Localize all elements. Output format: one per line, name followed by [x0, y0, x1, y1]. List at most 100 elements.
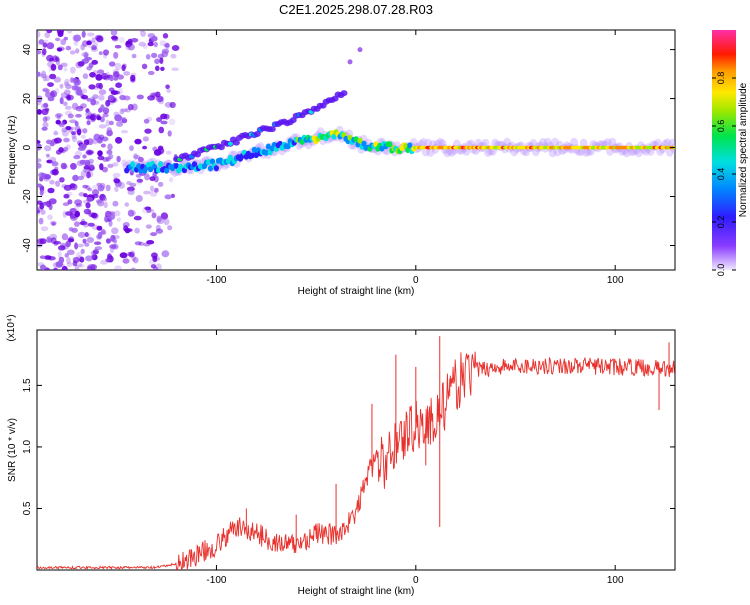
- noise-dot: [102, 197, 107, 202]
- noise-dot: [62, 210, 67, 218]
- noise-dot: [96, 35, 104, 43]
- noise-dot: [86, 120, 91, 126]
- noise-dot: [163, 218, 170, 226]
- noise-dot: [136, 94, 144, 100]
- noise-dot: [106, 163, 115, 169]
- noise-dot: [157, 53, 164, 59]
- noise-dot: [127, 189, 135, 195]
- noise-dot: [66, 192, 73, 196]
- noise-dot: [90, 98, 97, 106]
- noise-dot: [98, 94, 105, 101]
- noise-dot: [129, 145, 134, 152]
- noise-dot: [151, 212, 157, 219]
- noise-dot: [92, 137, 98, 145]
- noise-dot: [40, 70, 47, 78]
- spectrogram-ylabel: Frequency (Hz): [7, 116, 18, 185]
- noise-dot: [56, 30, 64, 34]
- noise-dot: [87, 187, 93, 192]
- main-trace-dot: [205, 159, 212, 165]
- noise-dot: [155, 224, 161, 231]
- noise-dot: [66, 262, 73, 267]
- noise-dot: [125, 44, 132, 51]
- noise-dot: [45, 91, 51, 98]
- noise-dot: [82, 73, 89, 80]
- main-trace-dot: [285, 143, 291, 150]
- noise-dot: [110, 30, 118, 36]
- noise-dot: [53, 131, 59, 136]
- noise-dot: [158, 96, 164, 102]
- noise-dot: [82, 199, 91, 204]
- noise-dot: [98, 124, 107, 129]
- noise-dot: [75, 113, 82, 118]
- noise-dot: [51, 161, 59, 167]
- noise-dot: [75, 48, 80, 54]
- noise-dot: [74, 242, 79, 250]
- noise-dot: [82, 184, 88, 189]
- noise-dot: [97, 69, 105, 74]
- noise-dot: [131, 53, 137, 59]
- noise-dot: [80, 103, 87, 109]
- noise-dot: [65, 144, 71, 150]
- noise-dot: [59, 97, 64, 105]
- noise-dot: [140, 30, 147, 37]
- noise-dot: [58, 123, 65, 128]
- main-trace-dot: [156, 167, 162, 174]
- noise-dot: [133, 153, 139, 160]
- noise-dot: [42, 121, 49, 128]
- noise-dot: [47, 214, 53, 220]
- noise-dot: [64, 110, 72, 116]
- spectrogram-xtick-label: 0: [413, 275, 419, 286]
- noise-dot: [137, 156, 144, 163]
- noise-dot: [72, 174, 79, 182]
- noise-dot: [60, 39, 67, 46]
- noise-dot: [37, 238, 44, 245]
- noise-dot: [79, 221, 88, 226]
- noise-dot: [57, 245, 66, 251]
- trace-halo: [443, 147, 452, 158]
- noise-dot: [141, 63, 148, 70]
- noise-dot: [82, 128, 88, 134]
- noise-dot: [79, 256, 85, 263]
- noise-dot: [169, 177, 174, 183]
- colorbar-tick-label: 0.4: [716, 168, 726, 181]
- noise-dot: [82, 238, 87, 244]
- noise-dot: [67, 113, 74, 119]
- noise-dot: [86, 264, 93, 270]
- trace-halo: [582, 147, 591, 157]
- noise-dot: [114, 44, 122, 49]
- trace-halo: [603, 138, 612, 149]
- noise-dot: [72, 260, 78, 267]
- spectrogram-xtick-label: 100: [607, 275, 624, 286]
- noise-dot: [76, 255, 82, 263]
- main-trace-dot: [265, 143, 271, 150]
- noise-dot: [138, 241, 145, 246]
- noise-dot: [127, 251, 132, 257]
- noise-dot: [46, 54, 54, 62]
- noise-dot: [152, 91, 158, 98]
- noise-dot: [49, 180, 57, 185]
- noise-dot: [72, 77, 78, 83]
- noise-dot: [44, 116, 51, 121]
- noise-dot: [142, 136, 149, 142]
- noise-dot: [111, 96, 117, 104]
- noise-dot: [98, 89, 107, 95]
- noise-dot: [81, 88, 88, 94]
- noise-dot: [136, 178, 143, 183]
- noise-dot: [142, 206, 150, 214]
- noise-dot: [117, 87, 123, 95]
- noise-dot: [82, 154, 87, 159]
- noise-dot: [90, 264, 98, 270]
- noise-dot: [99, 231, 107, 236]
- noise-dot: [41, 126, 48, 131]
- noise-dot: [120, 129, 129, 134]
- noise-dot: [42, 76, 47, 82]
- noise-dot: [121, 64, 126, 72]
- noise-dot: [65, 83, 72, 89]
- noise-dot: [37, 100, 42, 106]
- noise-dot: [79, 143, 87, 150]
- noise-dot: [42, 42, 48, 48]
- noise-dot: [127, 209, 135, 217]
- noise-dot: [103, 201, 108, 209]
- snr-ylabel: SNR (10 * v/v): [7, 418, 18, 482]
